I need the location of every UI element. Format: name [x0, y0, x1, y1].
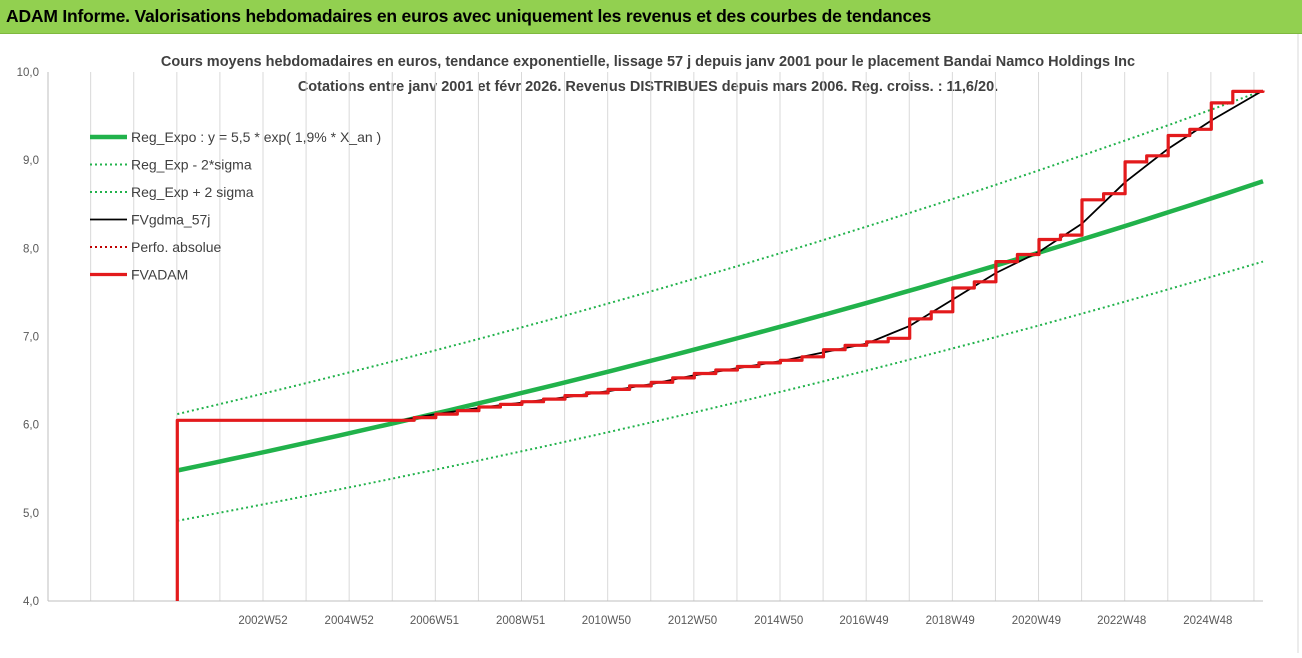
- x-tick-label-6: 2014W50: [754, 615, 803, 627]
- legend-label-3: FVgdma_57j: [131, 212, 210, 228]
- y-tick-label-2: 6,0: [23, 420, 39, 432]
- chart-area: Cours moyens hebdomadaires en euros, ten…: [0, 34, 1302, 653]
- axis-layer: 4,0 5,0 6,0 7,0 8,0 9,0 10,0 2002W52 2004W52 2006…: [17, 67, 1263, 627]
- legend-label-5: FVADAM: [131, 267, 188, 283]
- chart-title-line-2: Cotations entre janv 2001 et févr 2026. …: [298, 79, 998, 95]
- y-tick-label-5: 9,0: [23, 155, 39, 167]
- grid-layer: [90, 72, 1255, 601]
- x-tick-label-7: 2016W49: [839, 615, 888, 627]
- y-tick-label-6: 10,0: [17, 67, 39, 79]
- y-tick-label-3: 7,0: [23, 332, 39, 344]
- series-line-2: [177, 89, 1264, 416]
- header-bar: ADAM Informe. Valorisations hebdomadaire…: [0, 0, 1302, 34]
- y-tick-label-4: 8,0: [23, 243, 39, 255]
- x-tick-label-5: 2012W50: [668, 615, 717, 627]
- x-tick-label-8: 2018W49: [926, 615, 975, 627]
- series-line-0: [176, 179, 1264, 473]
- x-tick-label-1: 2004W52: [325, 615, 374, 627]
- legend-label-0: Reg_Expo : y = 5,5 * exp( 1,9% * X_an ): [131, 129, 381, 145]
- y-tick-label-1: 5,0: [23, 508, 39, 520]
- series-line-5: [175, 89, 1265, 601]
- legend-label-4: Perfo. absolue: [131, 239, 221, 255]
- legend: Reg_Expo : y = 5,5 * exp( 1,9% * X_an ) R…: [90, 129, 381, 283]
- x-tick-label-9: 2020W49: [1012, 615, 1061, 627]
- series-layer: [175, 89, 1265, 601]
- trend-chart: Cours moyens hebdomadaires en euros, ten…: [0, 34, 1302, 653]
- chart-title-line-1: Cours moyens hebdomadaires en euros, ten…: [161, 54, 1135, 70]
- legend-label-2: Reg_Exp + 2 sigma: [131, 184, 254, 200]
- x-tick-label-3: 2008W51: [496, 615, 545, 627]
- legend-label-1: Reg_Exp - 2*sigma: [131, 157, 252, 173]
- x-tick-label-11: 2024W48: [1183, 615, 1232, 627]
- y-tick-label-0: 4,0: [23, 596, 39, 608]
- x-tick-label-2: 2006W51: [410, 615, 459, 627]
- x-tick-label-10: 2022W48: [1097, 615, 1146, 627]
- page-title: ADAM Informe. Valorisations hebdomadaire…: [6, 6, 932, 26]
- x-tick-label-4: 2010W50: [582, 615, 631, 627]
- x-tick-label-0: 2002W52: [238, 615, 287, 627]
